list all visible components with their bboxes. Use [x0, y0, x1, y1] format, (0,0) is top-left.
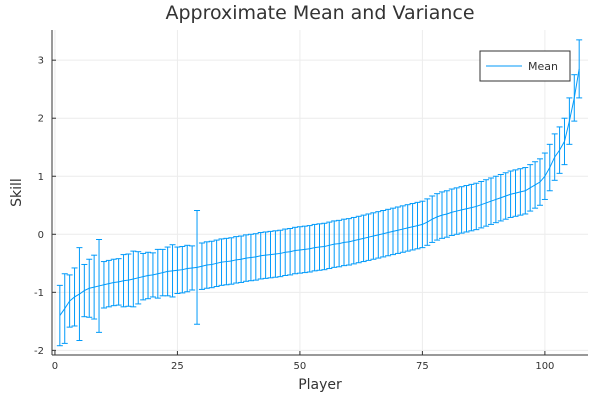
y-tick-label: 2 [38, 114, 44, 125]
y-tick-label: -2 [34, 346, 44, 357]
mean-series-line [59, 68, 580, 316]
legend-label-mean: Mean [528, 60, 558, 73]
x-axis-label: Player [298, 377, 342, 393]
x-tick-label: 0 [52, 361, 58, 372]
x-tick-label: 100 [535, 361, 554, 372]
chart-title: Approximate Mean and Variance [165, 2, 474, 24]
y-tick-label: 0 [38, 230, 44, 241]
y-tick-label: 1 [38, 172, 44, 183]
y-tick-label: 3 [38, 56, 44, 67]
x-tick-label: 25 [171, 361, 184, 372]
y-axis-label: Skill [9, 178, 25, 207]
x-tick-label: 75 [416, 361, 429, 372]
y-tick-label: -1 [34, 288, 44, 299]
x-tick-label: 50 [294, 361, 307, 372]
